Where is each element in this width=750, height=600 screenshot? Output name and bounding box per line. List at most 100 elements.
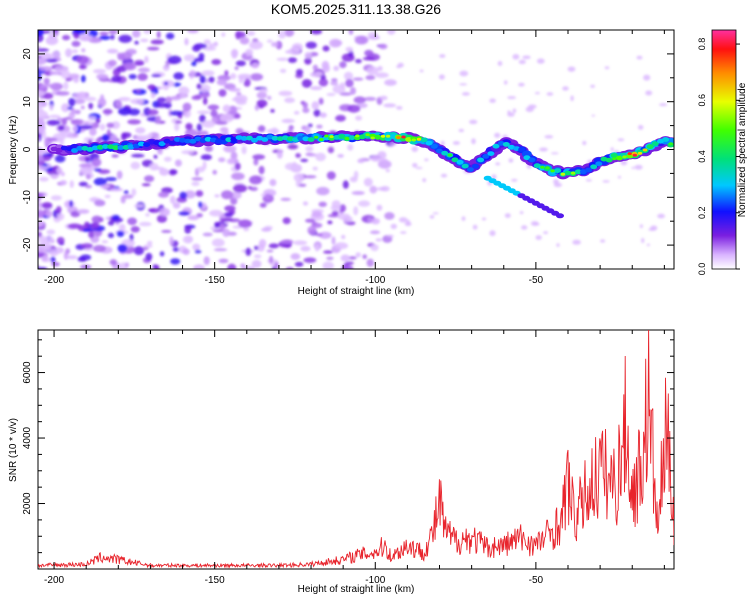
- heatmap-noise-blob: [88, 231, 95, 239]
- heatmap-noise-blob: [182, 235, 194, 244]
- heatmap-noise-blob: [41, 202, 53, 209]
- heatmap-noise-blob: [59, 180, 67, 186]
- heatmap-ridge-cell: [472, 163, 479, 169]
- heatmap-noise-blob: [65, 248, 71, 255]
- heatmap-noise-blob: [295, 153, 301, 158]
- heatmap-noise-blob: [352, 77, 364, 81]
- heatmap-noise-blob: [127, 119, 141, 125]
- heatmap-noise-blob: [313, 109, 321, 117]
- heatmap-noise-blob: [77, 209, 90, 214]
- heatmap-noise-blob: [102, 108, 113, 115]
- heatmap-noise-blob: [144, 175, 155, 183]
- heatmap-ridge-cell: [380, 134, 386, 138]
- heatmap-noise-blob: [222, 228, 230, 237]
- heatmap-noise-blob: [375, 72, 389, 78]
- heatmap-ridge-cell: [102, 144, 109, 150]
- heatmap-noise-blob: [305, 152, 314, 156]
- heatmap-noise-blob: [105, 177, 117, 182]
- heatmap-noise-blob: [256, 99, 268, 108]
- heatmap-noise-blob: [546, 92, 554, 96]
- heatmap-noise-blob: [219, 218, 234, 222]
- heatmap-noise-blob: [71, 49, 79, 54]
- heatmap-noise-blob: [323, 250, 333, 254]
- heatmap-ridge-cell: [184, 138, 192, 144]
- heatmap-noise-blob: [116, 230, 125, 237]
- heatmap-ridge-cell: [528, 157, 536, 163]
- heatmap-noise-blob: [221, 32, 226, 37]
- heatmap-ridge-cell: [456, 159, 464, 165]
- heatmap-noise-blob: [364, 96, 377, 101]
- heatmap-noise-blob: [379, 95, 388, 101]
- heatmap-noise-blob: [121, 132, 132, 139]
- heatmap-noise-blob: [333, 65, 340, 71]
- heatmap-noise-blob: [315, 233, 323, 237]
- heatmap-noise-blob: [213, 248, 228, 252]
- heatmap-noise-blob: [179, 94, 188, 98]
- heatmap-noise-blob: [74, 109, 81, 115]
- heatmap-ridge-cell: [384, 136, 392, 142]
- heatmap-noise-blob: [512, 108, 517, 114]
- heatmap-noise-blob: [170, 258, 181, 265]
- heatmap-noise-blob: [508, 158, 514, 163]
- heatmap-noise-blob: [61, 117, 68, 126]
- heatmap-ridge-cell: [251, 137, 258, 143]
- heatmap-noise-blob: [378, 43, 388, 50]
- heatmap-noise-blob: [230, 151, 238, 161]
- heatmap-noise-blob: [224, 70, 229, 77]
- snr-x-tick-label: -50: [529, 575, 544, 586]
- heatmap-noise-blob: [38, 125, 45, 134]
- heatmap-noise-blob: [340, 254, 350, 262]
- heatmap-noise-blob: [38, 30, 44, 37]
- heatmap-noise-blob: [297, 174, 304, 178]
- heatmap-noise-blob: [285, 50, 292, 54]
- heatmap-noise-blob: [245, 48, 254, 57]
- heatmap-noise-blob: [128, 108, 141, 116]
- heatmap-ridge-cell: [215, 138, 222, 144]
- heatmap-noise-blob: [340, 82, 346, 89]
- heatmap-ridge-cell: [632, 153, 637, 157]
- heatmap-noise-blob: [134, 40, 139, 45]
- heatmap-noise-blob: [646, 243, 651, 247]
- heatmap-noise-blob: [124, 62, 137, 71]
- heatmap-noise-blob: [130, 226, 140, 233]
- heatmap-noise-blob: [198, 201, 203, 208]
- heatmap-noise-blob: [108, 59, 117, 67]
- heatmap-noise-blob: [131, 153, 145, 158]
- heatmap-ridge-cell: [355, 134, 360, 138]
- heatmap-ridge-cell: [96, 144, 104, 150]
- colorbar-label: Normalized spectral amplitude: [737, 82, 748, 217]
- heatmap-noise-blob: [45, 242, 52, 252]
- heatmap-noise-blob: [252, 154, 266, 160]
- heatmap-noise-blob: [471, 138, 476, 145]
- heatmap-noise-blob: [342, 216, 353, 223]
- heatmap-noise-blob: [305, 146, 314, 152]
- heatmap-noise-blob: [312, 64, 318, 71]
- heatmap-noise-blob: [301, 79, 312, 88]
- heatmap-noise-blob: [149, 162, 159, 171]
- heatmap-noise-blob: [118, 97, 131, 102]
- heatmap-noise-blob: [38, 57, 47, 65]
- heatmap-ridge-cell: [521, 150, 532, 158]
- heatmap-noise-blob: [280, 239, 294, 245]
- heatmap-noise-blob: [85, 184, 92, 189]
- heatmap-noise-blob: [109, 259, 118, 266]
- heatmap-noise-blob: [197, 166, 205, 173]
- heatmap-noise-blob: [110, 134, 118, 140]
- heatmap-noise-blob: [65, 77, 71, 82]
- heatmap-noise-blob: [168, 81, 175, 87]
- spectrogram-y-ticks: -20 -10 0 10 20: [22, 29, 674, 270]
- heatmap-noise-blob: [167, 55, 182, 64]
- heatmap-ridge-cell: [319, 138, 324, 142]
- heatmap-noise-blob: [131, 188, 137, 196]
- heatmap-noise-blob: [91, 215, 103, 224]
- heatmap-noise-blob: [56, 213, 65, 221]
- heatmap-noise-blob: [159, 251, 165, 257]
- heatmap-noise-blob: [543, 231, 548, 235]
- heatmap-ridge-cell: [158, 141, 166, 147]
- heatmap-noise-blob: [191, 177, 204, 181]
- heatmap-noise-blob: [284, 30, 295, 37]
- heatmap-noise-blob: [634, 164, 643, 170]
- heatmap-noise-blob: [54, 65, 69, 72]
- heatmap-noise-blob: [80, 105, 85, 110]
- heatmap-noise-blob: [494, 132, 501, 138]
